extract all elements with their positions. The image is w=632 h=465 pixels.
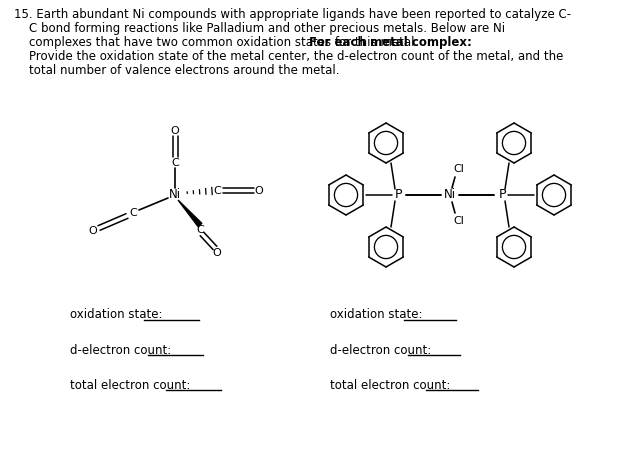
Text: Cl: Cl	[454, 164, 465, 174]
Text: d-electron count:: d-electron count:	[330, 344, 431, 357]
Polygon shape	[178, 200, 202, 226]
Text: P: P	[394, 188, 402, 201]
Text: P: P	[498, 188, 506, 201]
Text: oxidation state:: oxidation state:	[70, 308, 162, 321]
Text: Cl: Cl	[454, 216, 465, 226]
Text: oxidation state:: oxidation state:	[330, 308, 423, 321]
Text: total number of valence electrons around the metal.: total number of valence electrons around…	[14, 64, 339, 77]
Text: C: C	[171, 158, 179, 168]
Text: C: C	[196, 225, 204, 235]
Text: total electron count:: total electron count:	[330, 379, 451, 392]
Text: total electron count:: total electron count:	[70, 379, 190, 392]
Text: C: C	[129, 208, 137, 218]
Text: O: O	[88, 226, 97, 236]
Text: Ni: Ni	[444, 188, 456, 201]
Text: d-electron count:: d-electron count:	[70, 344, 171, 357]
Text: O: O	[171, 126, 179, 136]
Text: O: O	[212, 248, 221, 258]
Text: C bond forming reactions like Palladium and other precious metals. Below are Ni: C bond forming reactions like Palladium …	[14, 22, 505, 35]
Text: 15. Earth abundant Ni compounds with appropriate ligands have been reported to c: 15. Earth abundant Ni compounds with app…	[14, 8, 571, 21]
Text: Provide the oxidation state of the metal center, the d-electron count of the met: Provide the oxidation state of the metal…	[14, 50, 563, 63]
Text: Ni: Ni	[169, 188, 181, 201]
Text: O: O	[255, 186, 264, 196]
Text: For each metal complex:: For each metal complex:	[309, 36, 472, 49]
Text: complexes that have two common oxidation states for this metal.: complexes that have two common oxidation…	[14, 36, 422, 49]
Text: C: C	[213, 186, 221, 196]
